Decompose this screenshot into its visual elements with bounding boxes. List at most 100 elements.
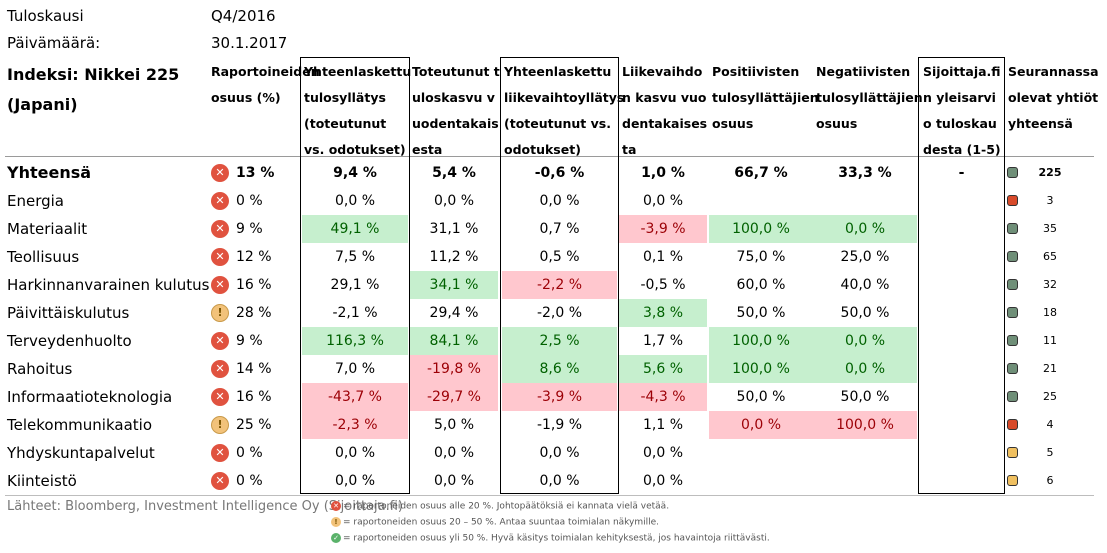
company-count: 35: [1043, 222, 1057, 235]
cell-rev-growth: -4,3 %: [619, 383, 707, 411]
frame-overall: [918, 57, 1005, 494]
company-count: 25: [1043, 390, 1057, 403]
exclamation-icon: !: [331, 517, 341, 527]
total-row: Yhteensä ✕ 13 % 9,4 % 5,4 % -0,6 % 1,0 % 66,7 %…: [0, 159, 1107, 187]
cell-eps-surprise: 7,0 %: [334, 361, 376, 377]
cell-eps-surprise: -2,1 %: [332, 305, 378, 321]
cell-eps-growth: 0,0 %: [433, 193, 475, 209]
company-count: 6: [1046, 474, 1054, 487]
cell-neg: 0,0 %: [813, 327, 917, 355]
table-row: Päivittäiskulutus! 28 % -2,1 % 29,4 % -2,0 %…: [0, 299, 1107, 327]
check-icon: ✓: [331, 533, 341, 543]
cell-eps-growth: 11,2 %: [429, 249, 479, 265]
reported-share: 16 %: [236, 277, 272, 293]
reported-share: 12 %: [236, 249, 272, 265]
cell-eps-surprise: 49,1 %: [302, 215, 408, 243]
status-square-icon: [1007, 223, 1018, 234]
sector-name: Energia: [7, 192, 64, 210]
cell-pos: 100,0 %: [709, 215, 813, 243]
date-label: Päivämäärä:: [7, 34, 101, 52]
status-square-icon: [1007, 363, 1018, 374]
red-status-icon: ✕: [211, 444, 229, 462]
reported-share: 14 %: [236, 361, 272, 377]
sector-name: Päivittäiskulutus: [7, 304, 130, 322]
frame-rev-surprise: [500, 57, 619, 494]
status-square-icon: [1007, 195, 1018, 206]
sector-name: Harkinnanvarainen kulutus: [7, 276, 210, 294]
reported-share: 0 %: [236, 445, 263, 461]
header-divider: [5, 156, 1094, 157]
sector-name: Kiinteistö: [7, 472, 77, 490]
cell-eps-growth: 5,0 %: [433, 417, 475, 433]
cell-rev-growth: 0,0 %: [642, 473, 684, 489]
date-value: 30.1.2017: [211, 34, 288, 52]
table-row: Terveydenhuolto ✕ 9 % 116,3 % 84,1 % 2,5 % 1,7…: [0, 327, 1107, 355]
table-row: Kiinteistö ✕ 0 % 0,0 % 0,0 % 0,0 % 0,0 % 6: [0, 467, 1107, 495]
cell-rev-surprise: 0,5 %: [539, 249, 580, 265]
cell-neg: 0,0 %: [813, 355, 917, 383]
sector-name: Yhdyskuntapalvelut: [7, 444, 155, 462]
company-count: 5: [1046, 446, 1054, 459]
red-status-icon: ✕: [211, 332, 229, 350]
cell-eps-surprise: 0,0 %: [334, 473, 376, 489]
red-status-icon: ✕: [211, 360, 229, 378]
cell-eps-growth: 5,4 %: [432, 165, 476, 181]
cell-pos: 50,0 %: [736, 305, 786, 321]
cell-eps-surprise: 9,4 %: [333, 165, 377, 181]
company-count: 18: [1043, 306, 1057, 319]
cell-rev-surprise: 0,0 %: [539, 193, 580, 209]
cell-eps-surprise: 7,5 %: [334, 249, 376, 265]
red-status-icon: ✕: [211, 276, 229, 294]
cell-rev-surprise: 0,0 %: [539, 473, 580, 489]
cell-pos: 100,0 %: [709, 327, 813, 355]
cell-eps-surprise: 29,1 %: [330, 277, 380, 293]
cell-rev-growth: 5,6 %: [619, 355, 707, 383]
status-square-icon: [1007, 279, 1018, 290]
table-row: Yhdyskuntapalvelut ✕ 0 % 0,0 % 0,0 % 0,0 % 0,0…: [0, 439, 1107, 467]
red-status-icon: ✕: [211, 220, 229, 238]
sector-name: Telekommunikaatio: [7, 416, 153, 434]
cell-neg: 50,0 %: [840, 305, 890, 321]
status-square-icon: [1007, 335, 1018, 346]
sector-name: Terveydenhuolto: [7, 332, 132, 350]
x-icon: ✕: [331, 501, 341, 511]
cell-rev-growth: 3,8 %: [619, 299, 707, 327]
table-row: Telekommunikaatio! 25 % -2,3 % 5,0 % -1,9 % 1…: [0, 411, 1107, 439]
status-square-icon: [1007, 475, 1018, 486]
red-status-icon: ✕: [211, 192, 229, 210]
header-rev-surprise: Yhteenlaskettu liikevaihtoyllätys (toteu…: [504, 64, 625, 157]
cell-rev-surprise: -3,9 %: [502, 383, 617, 411]
reported-share: 16 %: [236, 389, 272, 405]
frame-eps-surprise: [300, 57, 410, 494]
table-row: Energia ✕ 0 % 0,0 % 0,0 % 0,0 % 0,0 % 3: [0, 187, 1107, 215]
reported-share: 9 %: [236, 221, 263, 237]
cell-eps-growth: 0,0 %: [433, 445, 475, 461]
cell-eps-growth: 34,1 %: [410, 271, 498, 299]
cell-rev-surprise: 8,6 %: [502, 355, 617, 383]
header-overall: Sijoittaja.fin yleisarvio tuloskaudesta …: [923, 64, 1001, 157]
company-count: 3: [1046, 194, 1054, 207]
cell-eps-growth: 31,1 %: [429, 221, 479, 237]
cell-pos: 60,0 %: [736, 277, 786, 293]
cell-pos: 100,0 %: [709, 355, 813, 383]
cell-pos: [709, 187, 813, 215]
table-row: Harkinnanvarainen kulutus ✕ 16 % 29,1 % 34,1…: [0, 271, 1107, 299]
cell-rev-surprise: -0,6 %: [534, 165, 585, 181]
reported-share: 13 %: [236, 165, 275, 181]
cell-pos: [709, 467, 813, 495]
legend-red: ✕ = raportoneiden osuus alle 20 %. Johtop…: [331, 501, 669, 512]
legend-green-text: = raportoneiden osuus yli 50 %. Hyvä käs…: [343, 533, 770, 544]
header-rev-growth: Liikevaihdon kasvu vuodentakaisesta: [622, 64, 708, 157]
cell-pos: 0,0 %: [709, 411, 813, 439]
cell-eps-growth: -29,7 %: [410, 383, 498, 411]
company-count: 11: [1043, 334, 1057, 347]
status-square-icon: [1007, 447, 1018, 458]
header-eps-surprise: Yhteenlaskettu tulosyllätys (toteutunut …: [304, 64, 412, 157]
header-eps-growth: Toteutunut tuloskasvu vuodentakaisesta: [412, 64, 500, 157]
red-status-icon: ✕: [211, 248, 229, 266]
status-square-icon: [1007, 251, 1018, 262]
header-reported: Raportoineiden osuus (%): [211, 64, 320, 105]
cell-eps-growth: 29,4 %: [429, 305, 479, 321]
cell-pos: 75,0 %: [736, 249, 786, 265]
cell-eps-surprise: 0,0 %: [334, 193, 376, 209]
